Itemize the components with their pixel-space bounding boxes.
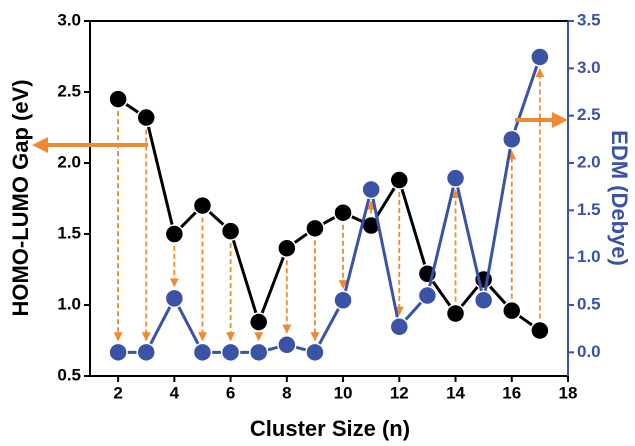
- y2-tick-label: 0.5: [577, 294, 601, 313]
- point: [305, 218, 325, 239]
- y2-tick-label: 0.0: [577, 342, 601, 361]
- y-tick-label: 2.5: [57, 81, 81, 100]
- point: [192, 342, 213, 363]
- y2-axis-title: EDM (Debye): [607, 130, 632, 266]
- point: [136, 107, 156, 128]
- y2-tick-label: 3.0: [577, 58, 601, 77]
- point: [136, 342, 156, 363]
- point: [164, 288, 185, 309]
- y2-tick-label: 2.5: [577, 105, 601, 124]
- x-tick-label: 4: [170, 383, 180, 402]
- y2-tick-label: 1.5: [577, 200, 601, 219]
- point: [220, 221, 241, 241]
- y2-tick-label: 1.0: [577, 247, 601, 266]
- x-tick-label: 16: [502, 383, 521, 402]
- x-tick-label: 2: [113, 383, 122, 402]
- point: [417, 285, 438, 306]
- x-tick-label: 14: [446, 383, 465, 402]
- point: [248, 342, 269, 363]
- y-tick-label: 1.0: [57, 294, 81, 313]
- point: [305, 342, 325, 363]
- x-tick-label: 12: [390, 383, 409, 402]
- point: [333, 290, 353, 311]
- series-line: [118, 56, 542, 355]
- point: [277, 238, 297, 258]
- point: [389, 317, 410, 337]
- point: [361, 179, 381, 200]
- x-axis-title: Cluster Size (n): [250, 416, 410, 441]
- point: [108, 89, 128, 109]
- series-line: [117, 97, 541, 332]
- x-tick-label: 10: [334, 383, 353, 402]
- point: [333, 202, 353, 223]
- y2-tick-label: 3.5: [577, 10, 601, 29]
- point: [445, 303, 466, 324]
- y-axis-title: HOMO-LUMO Gap (eV): [8, 79, 33, 316]
- point: [445, 168, 466, 188]
- point: [277, 335, 297, 355]
- point: [389, 170, 410, 190]
- point: [220, 342, 241, 363]
- y-tick-label: 2.0: [57, 152, 81, 171]
- y-tick-label: 1.5: [57, 223, 81, 242]
- x-tick-label: 6: [226, 383, 235, 402]
- point: [108, 342, 128, 363]
- point: [502, 129, 522, 150]
- x-tick-label: 18: [559, 383, 578, 402]
- point: [530, 47, 550, 67]
- y2-tick-label: 2.0: [577, 152, 601, 171]
- point: [248, 312, 269, 332]
- point: [164, 224, 185, 244]
- y-tick-label: 3.0: [57, 10, 81, 29]
- y-tick-label: 0.5: [57, 365, 81, 384]
- point: [473, 290, 494, 311]
- point: [192, 195, 213, 216]
- x-tick-label: 8: [282, 383, 291, 402]
- point: [530, 320, 550, 341]
- point: [502, 300, 522, 321]
